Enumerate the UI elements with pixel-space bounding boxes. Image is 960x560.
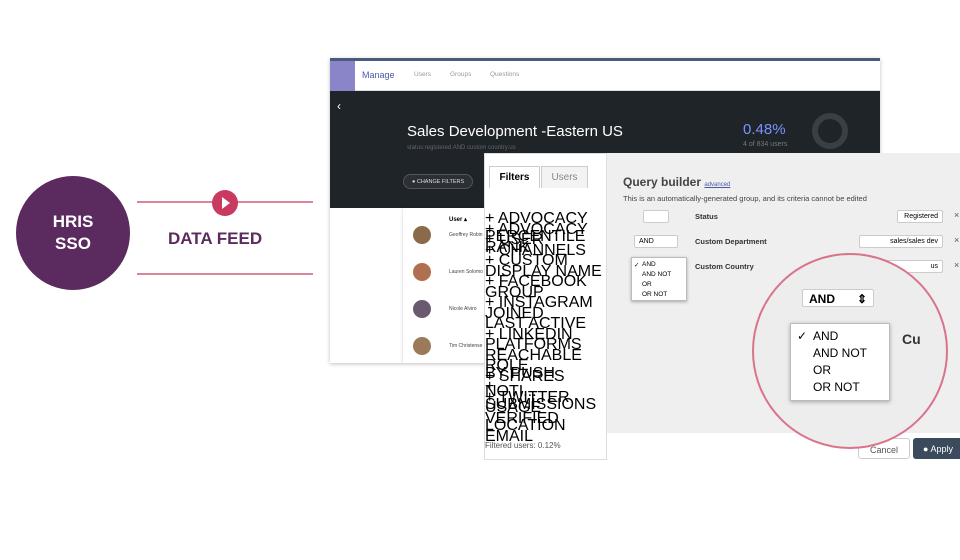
divider <box>137 273 313 275</box>
filter-item[interactable]: PLATFORMS <box>485 336 582 353</box>
zoom-field: Cu <box>902 331 921 347</box>
qb-title-text: Query builder <box>623 175 702 189</box>
filter-item[interactable]: USAGE LOCATION <box>485 399 566 434</box>
user-name: Nicole Alviro <box>449 306 477 312</box>
change-filters[interactable]: ● CHANGE FILTERS <box>403 174 474 189</box>
column-header: User ▴ <box>449 217 468 223</box>
avatar <box>413 226 431 244</box>
qb-note: This is an automatically-generated group… <box>623 194 867 203</box>
tab[interactable]: Filters <box>489 166 540 188</box>
button-label: CHANGE FILTERS <box>416 179 465 185</box>
filter-item[interactable]: + ADVOCACY RANK <box>485 220 588 256</box>
nav-item[interactable]: Questions <box>490 71 520 78</box>
user-table: User ▴ Geoffrey Robin Lauren Solomo Nicole… <box>403 208 485 363</box>
filter-item[interactable]: DISPLAY NAME <box>485 262 602 280</box>
feed-label: DATA FEED <box>168 229 263 248</box>
menu-option[interactable]: AND <box>813 329 839 343</box>
operator-menu: AND AND NOT OR OR NOT ✓ <box>631 257 687 301</box>
logo <box>330 61 355 91</box>
nav-bar: Manage Users Groups Questions <box>330 61 880 91</box>
check: ✓ <box>634 262 640 269</box>
filter-item[interactable]: + SUBMISSIONS <box>485 378 597 413</box>
nav-item[interactable]: Manage <box>362 70 395 80</box>
zoom-select-value: AND <box>809 292 835 306</box>
filter-item[interactable]: JOINED <box>485 304 544 322</box>
group-title: Sales Development -Eastern US <box>407 123 623 140</box>
filter-item[interactable]: + ADVOCACY PERCENTILE <box>485 210 588 245</box>
user-name: Lauren Solomo <box>449 269 483 275</box>
column-label: User <box>449 217 463 223</box>
play-icon <box>212 190 238 216</box>
user-name: Tim Christense <box>449 343 483 349</box>
menu-option[interactable]: AND NOT <box>642 271 672 278</box>
remove[interactable]: × <box>954 260 960 270</box>
field-label: Custom Country <box>695 262 754 271</box>
donut <box>812 113 848 149</box>
field-value[interactable]: Registered <box>897 210 943 223</box>
filters-panel: Filters Users + ADVOCACY PERCENTILE + ADV… <box>484 153 607 460</box>
filter-item[interactable]: + FACEBOOK <box>485 273 587 290</box>
user-name: Geoffrey Robin <box>449 232 483 238</box>
avatar <box>413 263 431 281</box>
stat-note: 4 of 834 users <box>743 141 788 148</box>
filter-item[interactable]: + CUSTOM <box>485 252 568 269</box>
menu-option[interactable]: OR <box>642 281 652 288</box>
badge: HRIS SSO <box>16 176 130 290</box>
menu-option[interactable]: AND NOT <box>813 346 867 360</box>
filter-item[interactable]: + USER <box>485 231 544 248</box>
check: ✓ <box>797 329 808 343</box>
filter-item[interactable]: + INSTAGRAM <box>485 294 593 311</box>
filter-item[interactable]: + CHANNELS <box>485 241 586 259</box>
badge-line: HRIS <box>52 212 94 231</box>
menu-option[interactable]: OR NOT <box>813 380 860 394</box>
avatar <box>413 300 431 318</box>
filter-item[interactable]: + SHARES <box>485 367 565 385</box>
group-subtitle: status:registered AND custom country:us <box>407 145 516 151</box>
filter-item[interactable]: ROLE <box>485 357 529 374</box>
field-label: Custom Department <box>695 237 767 246</box>
avatar <box>413 337 431 355</box>
menu-option[interactable]: AND <box>642 261 656 268</box>
operator-select[interactable] <box>643 210 669 223</box>
stat: 0.48% <box>743 121 786 138</box>
field-value[interactable]: sales/sales dev <box>859 235 943 248</box>
remove[interactable]: × <box>954 235 960 245</box>
zoom-menu: AND AND NOT OR OR NOT ✓ <box>790 323 890 401</box>
filter-item[interactable]: + TWITTER <box>485 388 570 406</box>
menu-option[interactable]: OR <box>813 363 831 377</box>
back-arrow[interactable]: ‹ <box>337 99 341 113</box>
filter-item[interactable]: VERIFIED EMAIL <box>485 409 559 445</box>
tab[interactable]: Users <box>541 166 588 188</box>
apply-button[interactable]: ● Apply <box>913 438 960 459</box>
nav-item[interactable]: Groups <box>450 71 472 78</box>
field-label: Status <box>695 212 718 221</box>
filter-item[interactable]: LAST ACTIVE <box>485 315 587 332</box>
nav-item[interactable]: Users <box>414 71 431 78</box>
filter-item[interactable]: GROUP <box>485 283 544 301</box>
filter-item[interactable]: REACHABLE BY PUSH NOTI... <box>485 346 582 400</box>
filter-item[interactable]: + LINKEDIN <box>485 325 573 343</box>
advanced-link[interactable]: advanced <box>704 182 731 188</box>
remove[interactable]: × <box>954 210 960 220</box>
filter-footer: Filtered users: 0.12% <box>485 441 561 450</box>
qb-title: Query builder advanced <box>623 175 730 189</box>
menu-option[interactable]: OR NOT <box>642 291 668 298</box>
apply-label: Apply <box>930 444 953 454</box>
badge-line: SSO <box>55 234 91 253</box>
magnifier: AND ⇕ Cu AND AND NOT OR OR NOT ✓ <box>752 253 948 449</box>
operator-select[interactable]: AND <box>634 235 678 248</box>
zoom-select[interactable]: AND ⇕ <box>802 289 874 307</box>
